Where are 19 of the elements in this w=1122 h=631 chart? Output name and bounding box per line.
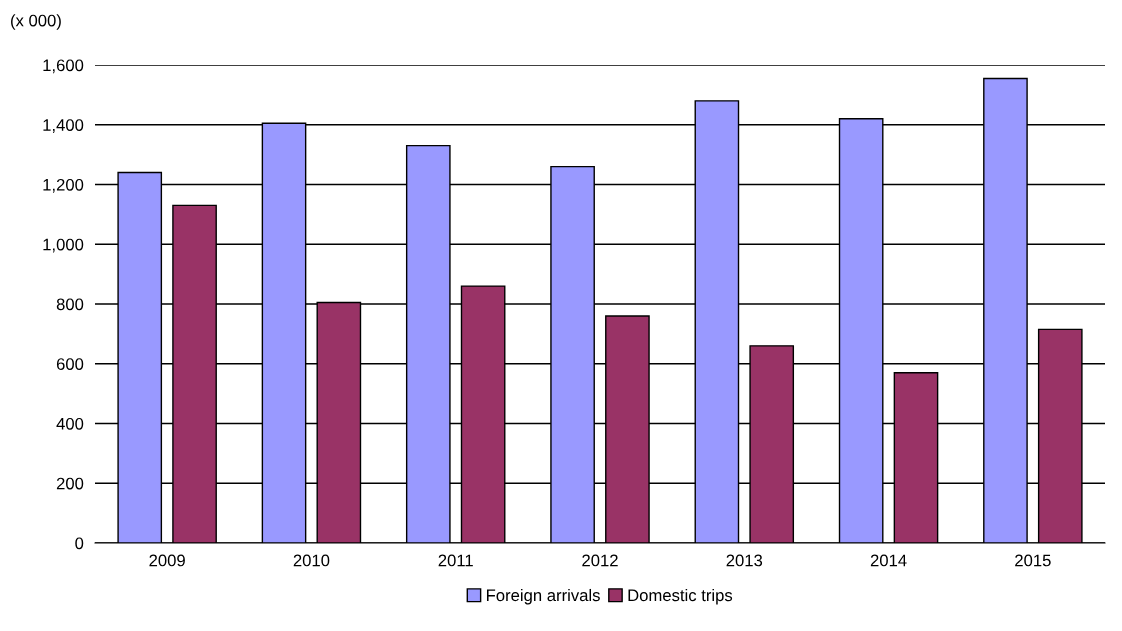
y-tick-label: 0 <box>75 537 84 550</box>
x-tick-label: 2014 <box>870 554 907 567</box>
x-tick-label: 2012 <box>582 554 618 567</box>
y-tick-label: 800 <box>56 298 84 311</box>
x-tick-label: 2011 <box>438 554 473 567</box>
y-tick-label: 1,000 <box>43 238 84 253</box>
x-tick-label: 2015 <box>1015 554 1051 567</box>
y-tick-label: 1,400 <box>43 119 84 133</box>
x-tick-label: 2013 <box>726 554 763 567</box>
x-tick-label: 2010 <box>293 554 330 567</box>
y-axis-title: (x 000) <box>11 14 61 30</box>
y-tick-label: 1,600 <box>43 59 84 74</box>
x-tick-label: 2009 <box>149 554 185 567</box>
legend-label: Domestic trips <box>628 588 733 605</box>
y-tick-label: 400 <box>56 417 84 430</box>
y-tick-label: 200 <box>56 477 84 490</box>
legend-label: Foreign arrivals <box>486 588 600 605</box>
y-tick-label: 600 <box>56 358 84 370</box>
y-tick-label: 1,200 <box>43 178 84 193</box>
